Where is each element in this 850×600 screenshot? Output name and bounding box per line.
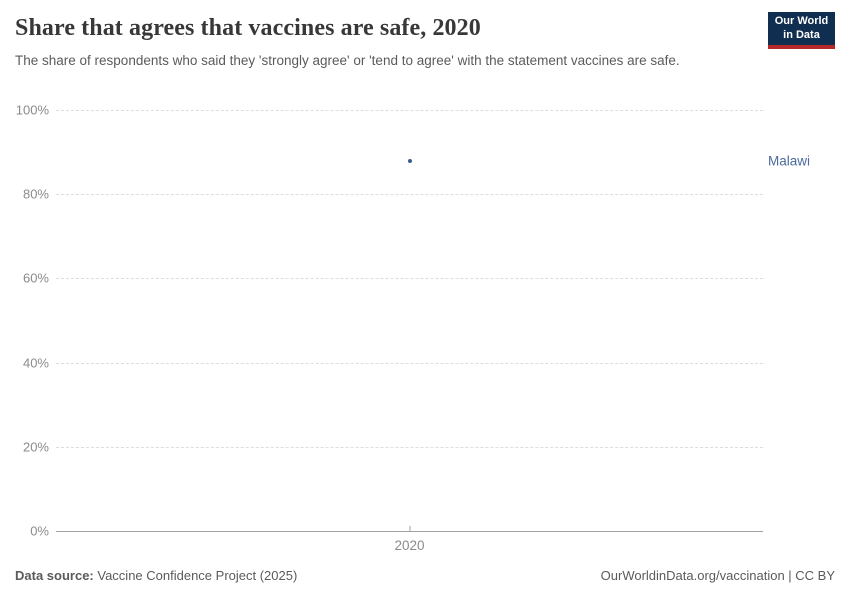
y-gridline <box>56 194 763 196</box>
license-credit[interactable]: OurWorldinData.org/vaccination | CC BY <box>600 568 835 583</box>
chart-footer: Data source: Vaccine Confidence Project … <box>15 568 835 583</box>
x-axis-line <box>56 531 763 532</box>
y-axis-tick-label: 20% <box>22 439 49 455</box>
x-axis-tick-label: 2020 <box>394 538 425 553</box>
chart-header: Share that agrees that vaccines are safe… <box>15 14 745 71</box>
data-source-label: Data source: <box>15 568 94 583</box>
entity-label-malawi[interactable]: Malawi <box>768 153 811 169</box>
y-gridline <box>56 278 763 280</box>
x-axis-tick <box>409 526 410 531</box>
y-gridline <box>56 446 763 448</box>
owid-logo-line2: in Data <box>783 28 820 41</box>
owid-logo[interactable]: Our World in Data <box>768 12 835 49</box>
y-gridline <box>56 110 763 111</box>
chart-subtitle: The share of respondents who said they '… <box>15 52 680 68</box>
data-source: Data source: Vaccine Confidence Project … <box>15 568 297 583</box>
owid-logo-line1: Our World <box>774 14 829 27</box>
y-axis-tick-label: 40% <box>22 355 49 371</box>
y-axis-tick-label: 0% <box>30 523 49 539</box>
page-title: Share that agrees that vaccines are safe… <box>15 15 481 41</box>
y-axis-tick-label: 60% <box>22 270 49 286</box>
y-gridline <box>56 362 763 364</box>
data-source-value: Vaccine Confidence Project (2025) <box>97 568 298 583</box>
data-point-malawi[interactable] <box>407 158 412 163</box>
y-axis-tick-label: 100% <box>15 102 49 118</box>
y-axis-tick-label: 80% <box>22 186 49 202</box>
